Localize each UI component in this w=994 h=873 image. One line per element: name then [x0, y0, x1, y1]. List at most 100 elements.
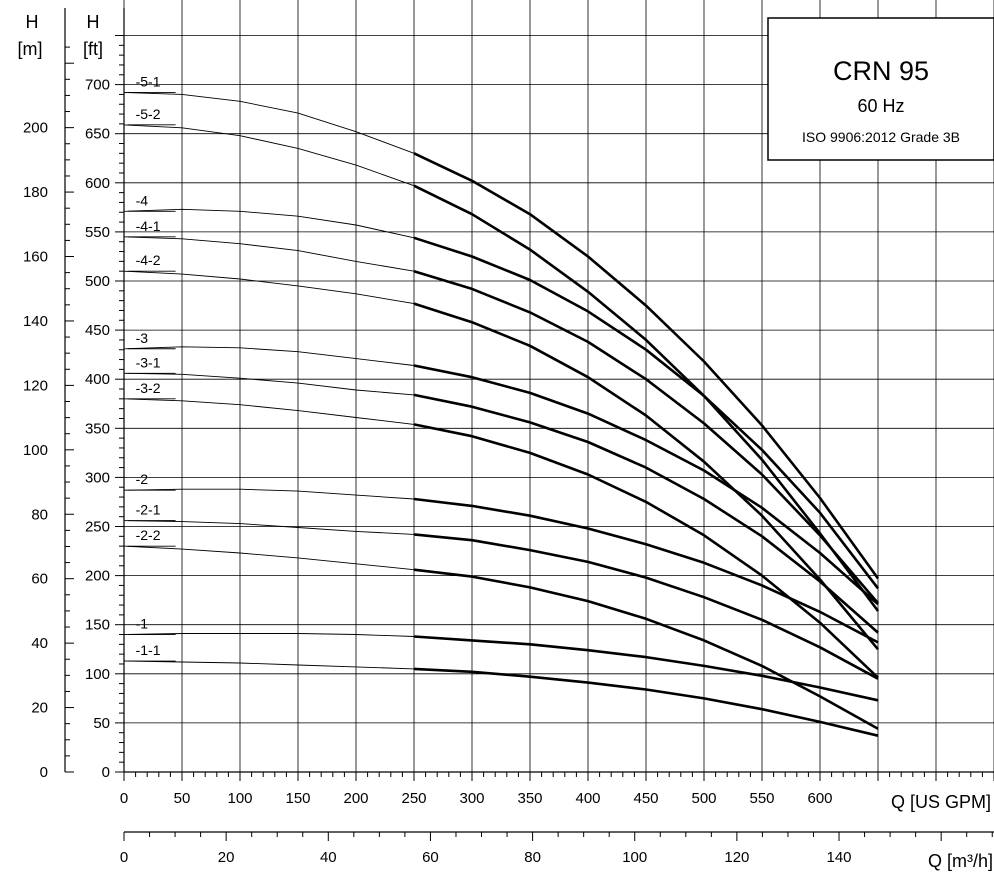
curve-thin-3 [123, 346, 415, 366]
curve-thin-3-2 [123, 398, 415, 425]
y-axis-m-tick-label: 120 [23, 377, 48, 394]
curve-thin-5-1 [123, 92, 415, 154]
curve-thin-3-1 [123, 372, 415, 396]
curve-thin-1 [123, 633, 415, 637]
curve-thin-4-2 [123, 270, 415, 305]
axes: 0501001502002503003504004505005506006507… [23, 8, 994, 866]
y-axis-m-tick-label: 160 [23, 249, 48, 266]
curve-thin-1-1 [123, 660, 415, 670]
x-axis-gpm-tick-label: 200 [343, 790, 368, 807]
curve-labels: -5-1-5-2-4-4-1-4-2-3-3-1-3-2-2-2-1-2-2-1… [127, 73, 176, 662]
curve-thick-2 [413, 497, 879, 644]
legend-frame [767, 17, 994, 161]
x-axis-gpm-tick-label: 500 [691, 790, 716, 807]
curve-thick-3-2 [413, 423, 879, 679]
curve-label: -5-2 [136, 106, 161, 122]
curve-thick-1 [413, 635, 879, 702]
curve-label: -4-2 [136, 252, 161, 268]
y-axis-m-tick-label: 60 [31, 571, 48, 588]
x-axis-gpm-title: Q [US GPM] [891, 792, 991, 812]
y-axis-ft-tick-label: 400 [85, 371, 110, 388]
curve-thin-2-1 [123, 520, 415, 535]
curve-thin-2 [123, 488, 415, 500]
y-axis-ft-tick-label: 500 [85, 273, 110, 290]
curve-thick-5-1 [413, 152, 880, 580]
x-axis-m3h-tick-label: 120 [724, 849, 749, 866]
curve-thick-2-1 [413, 533, 879, 680]
legend-box: CRN 95 60 Hz ISO 9906:2012 Grade 3B [767, 17, 994, 161]
chart-standard: ISO 9906:2012 Grade 3B [802, 129, 960, 145]
curve-label: -3-1 [136, 354, 161, 370]
x-axis-m3h-tick-label: 140 [827, 849, 852, 866]
axis-titles: H [m] H [ft] Q [US GPM] Q [m³/h] [18, 12, 994, 871]
chart-title: CRN 95 [833, 56, 929, 86]
y-axis-ft-tick-label: 250 [85, 519, 110, 536]
curve-label: -2-2 [136, 527, 161, 543]
x-axis-gpm-tick-label: 550 [749, 790, 774, 807]
curve-thick-3-1 [413, 393, 879, 634]
x-axis-m3h-tick-label: 80 [524, 849, 541, 866]
curve-label: -2-1 [136, 502, 161, 518]
y-axis-ft-tick-label: 550 [85, 224, 110, 241]
curve-thin-5-2 [123, 124, 415, 187]
x-axis-gpm-tick-label: 450 [633, 790, 658, 807]
y-axis-m-tick-label: 0 [40, 764, 48, 781]
y-axis-m-tick-label: 200 [23, 120, 48, 137]
curve-label: -1-1 [136, 642, 161, 658]
curve-label: -1 [136, 616, 149, 632]
curve-thick-3 [413, 364, 879, 606]
y-axis-m-tick-label: 180 [23, 184, 48, 201]
y-axis-ft-tick-label: 700 [85, 77, 110, 94]
chart-frequency: 60 Hz [857, 96, 904, 116]
y-axis-ft-tick-label: 100 [85, 666, 110, 683]
curve-label: -2 [136, 471, 149, 487]
x-axis-m3h-tick-label: 100 [622, 849, 647, 866]
y-axis-ft-tick-label: 350 [85, 420, 110, 437]
curve-thick-1-1 [413, 667, 879, 737]
curve-thin-4-1 [123, 236, 415, 272]
y-axis-m-tick-label: 20 [31, 700, 48, 717]
x-axis-m3h-tick-label: 40 [320, 849, 337, 866]
curve-label: -4 [136, 192, 149, 208]
curve-label: -4-1 [136, 218, 161, 234]
x-axis-gpm-tick-label: 300 [459, 790, 484, 807]
x-axis-gpm-tick-label: 0 [120, 790, 128, 807]
y-axis-m-unit: [m] [18, 39, 43, 59]
y-axis-ft-unit: [ft] [83, 39, 103, 59]
x-axis-gpm-tick-label: 250 [401, 790, 426, 807]
x-axis-gpm-tick-label: 50 [174, 790, 191, 807]
curve-label: -5-1 [136, 73, 161, 89]
x-axis-gpm-tick-label: 150 [285, 790, 310, 807]
y-axis-m-tick-label: 100 [23, 442, 48, 459]
y-axis-m-tick-label: 140 [23, 313, 48, 330]
y-axis-m-tick-label: 40 [31, 635, 48, 652]
x-axis-gpm-tick-label: 100 [227, 790, 252, 807]
x-axis-m3h-tick-label: 20 [218, 849, 235, 866]
y-axis-m-title: H [26, 12, 39, 32]
y-axis-ft-tick-label: 300 [85, 469, 110, 486]
y-axis-ft-tick-label: 650 [85, 126, 110, 143]
y-axis-ft-title: H [87, 12, 100, 32]
curve-thick-5-2 [413, 184, 880, 612]
x-axis-m3h-tick-label: 60 [422, 849, 439, 866]
x-axis-gpm-tick-label: 400 [575, 790, 600, 807]
y-axis-m-tick-label: 80 [31, 506, 48, 523]
x-axis-gpm-tick-label: 350 [517, 790, 542, 807]
curve-thick-4-1 [413, 269, 879, 604]
y-axis-ft-tick-label: 200 [85, 568, 110, 585]
y-axis-ft-tick-label: 450 [85, 322, 110, 339]
curve-thin-2-2 [123, 545, 415, 571]
y-axis-ft-tick-label: 0 [102, 764, 110, 781]
curve-label: -3 [136, 330, 149, 346]
curve-thick-4 [413, 236, 880, 590]
y-axis-ft-tick-label: 600 [85, 175, 110, 192]
curves [123, 92, 880, 737]
x-axis-m3h-title: Q [m³/h] [928, 851, 993, 871]
curve-thin-4 [123, 208, 415, 239]
y-axis-ft-tick-label: 50 [93, 715, 110, 732]
curve-thick-2-2 [413, 568, 879, 730]
y-axis-ft-tick-label: 150 [85, 617, 110, 634]
curve-label: -3-2 [136, 380, 161, 396]
